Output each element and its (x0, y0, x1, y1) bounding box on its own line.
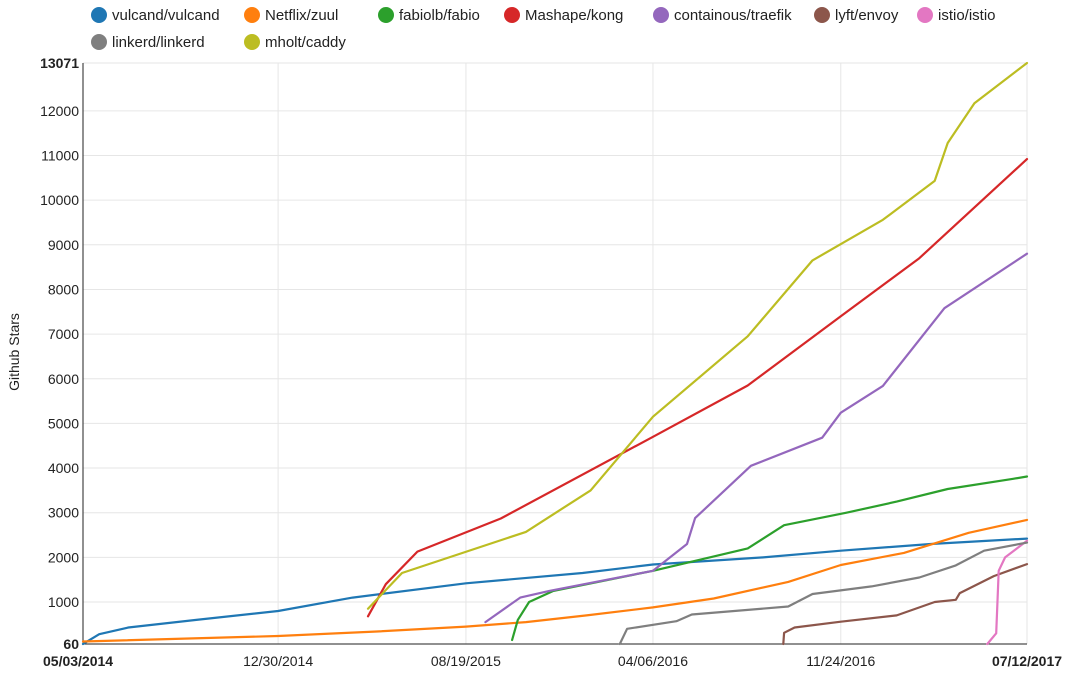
y-tick-label: 9000 (48, 237, 79, 253)
legend-label: containous/traefik (674, 7, 792, 24)
legend-swatch (504, 7, 520, 23)
legend-item-mashape-kong: Mashape/kong (504, 7, 623, 24)
legend-item-lyft-envoy: lyft/envoy (814, 7, 899, 24)
y-tick-label: 7000 (48, 326, 79, 342)
legend-swatch (653, 7, 669, 23)
y-tick-label: 8000 (48, 281, 79, 297)
axes (82, 63, 1027, 645)
legend-label: vulcand/vulcand (112, 7, 220, 24)
series-line-istio-istio (986, 539, 1029, 646)
legend-item-containous-traefik: containous/traefik (653, 7, 792, 24)
legend-swatch (244, 34, 260, 50)
y-tick-label: 1000 (48, 594, 79, 610)
y-tick-label: 13071 (40, 55, 79, 71)
series-line-lyft-envoy (782, 562, 1029, 646)
grid-lines (82, 62, 1028, 645)
x-tick-label: 04/06/2016 (618, 653, 688, 669)
legend-swatch (91, 7, 107, 23)
x-tick-label: 05/03/2014 (43, 653, 113, 669)
legend-label: linkerd/linkerd (112, 34, 205, 51)
y-tick-labels: 60 1000 2000 3000 4000 5000 6000 7000 8000 9000 10… (40, 55, 79, 652)
y-tick-label: 2000 (48, 549, 79, 565)
series-line-vulcand-vulcand (81, 537, 1029, 646)
x-tick-label: 07/12/2017 (992, 653, 1062, 669)
series-line-mashape-kong (366, 158, 1029, 618)
y-tick-label: 12000 (40, 103, 79, 119)
y-tick-label: 10000 (40, 192, 79, 208)
y-tick-label: 6000 (48, 371, 79, 387)
x-tick-labels: 05/03/2014 12/30/2014 08/19/2015 04/06/2016… (43, 653, 1062, 669)
legend-label: mholt/caddy (265, 34, 346, 51)
legend-item-mholt-caddy: mholt/caddy (244, 34, 346, 51)
legend-label: Mashape/kong (525, 7, 623, 24)
series-line-linkerd-linkerd (618, 541, 1029, 646)
legend-swatch (244, 7, 260, 23)
legend: vulcand/vulcand Netflix/zuul fabiolb/fabio… (91, 7, 996, 51)
series-line-netflix-zuul (81, 518, 1029, 643)
legend-item-istio-istio: istio/istio (917, 7, 996, 24)
legend-label: lyft/envoy (835, 7, 899, 24)
legend-label: istio/istio (938, 7, 996, 24)
legend-swatch (917, 7, 933, 23)
legend-item-fabiolb-fabio: fabiolb/fabio (378, 7, 480, 24)
y-tick-label: 5000 (48, 415, 79, 431)
legend-label: fabiolb/fabio (399, 7, 480, 24)
y-axis-label: Github Stars (6, 313, 22, 391)
legend-swatch (378, 7, 394, 23)
x-tick-label: 11/24/2016 (806, 653, 875, 669)
x-tick-label: 12/30/2014 (243, 653, 313, 669)
y-tick-label: 60 (63, 636, 79, 652)
legend-swatch (814, 7, 830, 23)
x-tick-label: 08/19/2015 (431, 653, 501, 669)
series-line-fabiolb-fabio (510, 475, 1029, 642)
legend-item-vulcand-vulcand: vulcand/vulcand (91, 7, 220, 24)
y-tick-label: 3000 (48, 505, 79, 521)
series-line-mholt-caddy (366, 61, 1029, 610)
y-tick-label: 4000 (48, 460, 79, 476)
legend-swatch (91, 34, 107, 50)
series-lines (81, 61, 1029, 646)
series-line-containous-traefik (484, 252, 1029, 624)
legend-item-linkerd-linkerd: linkerd/linkerd (91, 34, 205, 51)
legend-label: Netflix/zuul (265, 7, 338, 24)
legend-item-netflix-zuul: Netflix/zuul (244, 7, 338, 24)
y-tick-label: 11000 (41, 147, 79, 163)
